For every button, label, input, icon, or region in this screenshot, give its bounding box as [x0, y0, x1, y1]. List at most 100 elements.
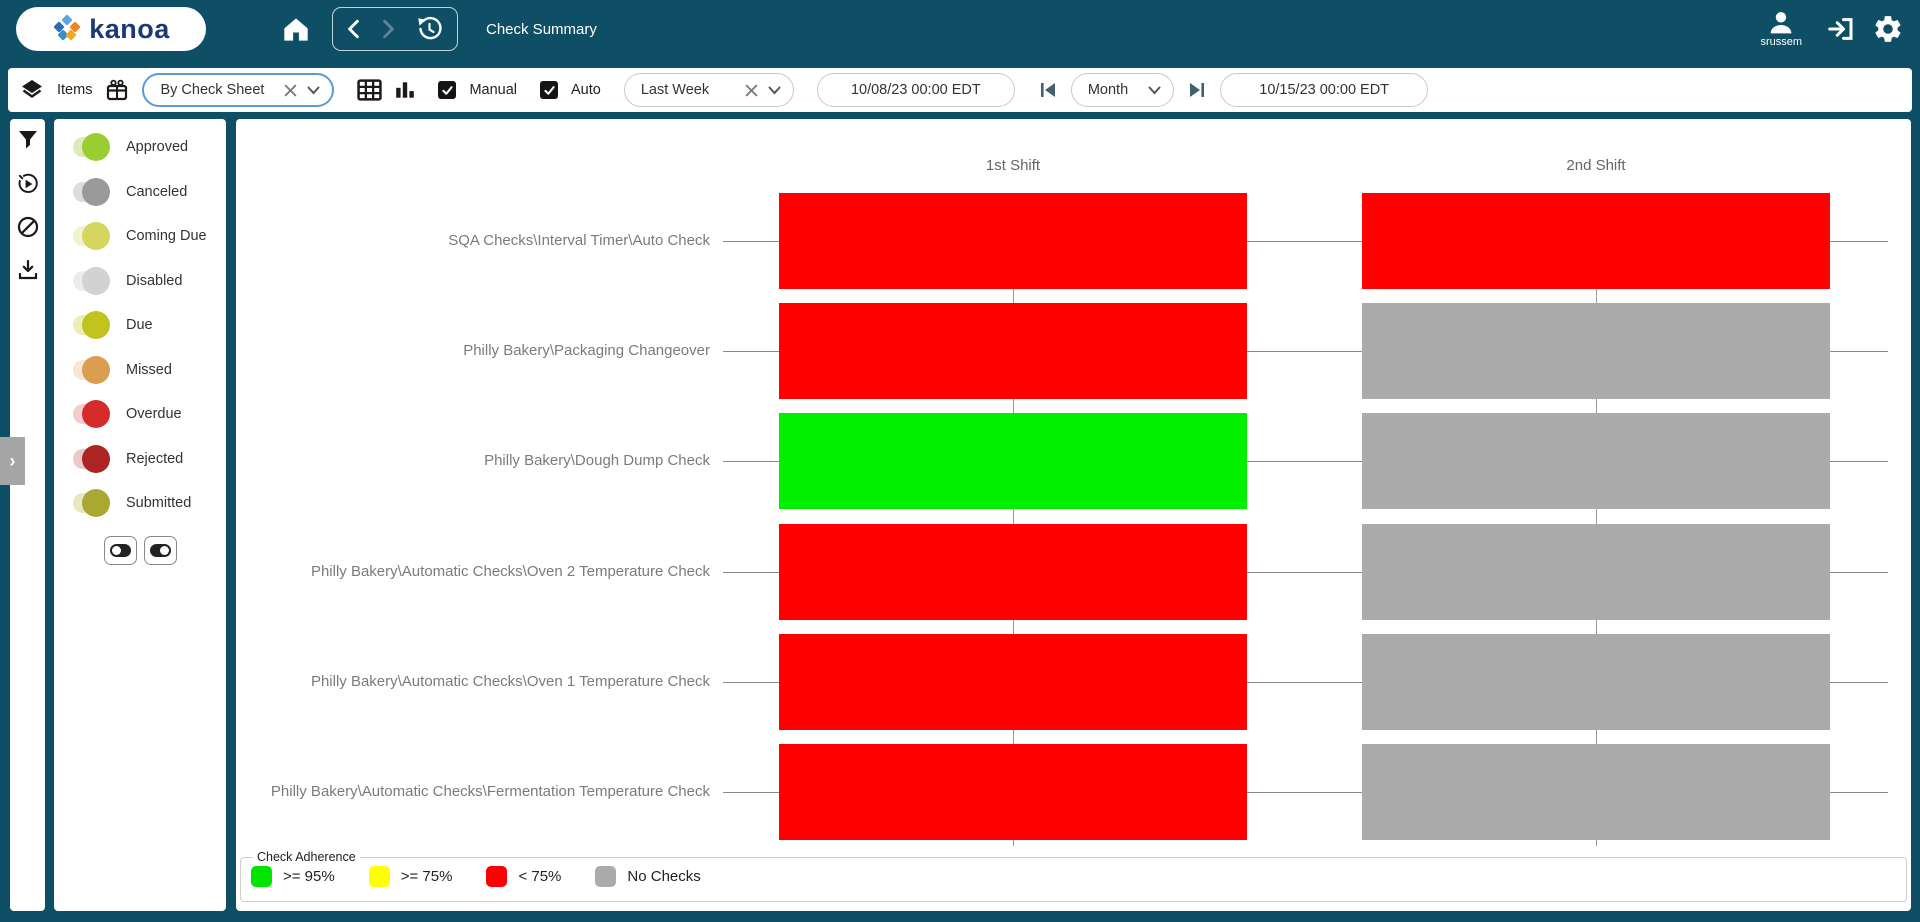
page-title: Check Summary	[486, 20, 597, 38]
start-date-button[interactable]: 10/08/23 00:00 EDT	[816, 73, 1015, 107]
row-label: Philly Bakery\Packaging Changeover	[463, 342, 710, 359]
auto-label: Auto	[571, 82, 601, 98]
adherence-legend-items: >= 95% >= 75% < 75% No Checks	[251, 866, 1896, 887]
row-label: Philly Bakery\Automatic Checks\Fermentat…	[270, 783, 710, 800]
adherence-label: >= 75%	[400, 868, 453, 885]
toggle-all-on-button[interactable]	[144, 535, 177, 565]
adherence-bar[interactable]	[779, 303, 1247, 399]
switch-knob	[82, 489, 110, 518]
run-schedule-icon[interactable]	[16, 172, 39, 195]
adherence-bar[interactable]	[1362, 193, 1830, 289]
adherence-bar[interactable]	[779, 524, 1247, 620]
expand-panel-handle[interactable]: ›	[0, 437, 25, 485]
clear-icon[interactable]	[745, 84, 758, 97]
adherence-bar[interactable]	[1362, 524, 1830, 620]
status-toggle-switch[interactable]	[73, 266, 110, 295]
end-date-button[interactable]: 10/15/23 00:00 EDT	[1220, 73, 1429, 107]
adherence-legend: Check Adherence >= 95% >= 75% < 75% No Chec…	[240, 850, 1907, 902]
status-toggle-row: Rejected	[54, 437, 226, 482]
manual-label: Manual	[469, 82, 517, 98]
row-label: Philly Bakery\Automatic Checks\Oven 1 Te…	[310, 673, 710, 690]
menu-icon[interactable]	[232, 18, 266, 40]
status-toggle-row: Coming Due	[54, 214, 226, 259]
filter-icon[interactable]	[17, 129, 39, 151]
status-toggle-switch[interactable]	[73, 489, 110, 518]
item-picker-icon[interactable]	[105, 78, 129, 102]
row-label: SQA Checks\Interval Timer\Auto Check	[448, 232, 710, 249]
adherence-label: < 75%	[518, 868, 562, 885]
bar-chart-view-icon[interactable]	[395, 79, 415, 101]
status-toggle-switch[interactable]	[73, 133, 110, 162]
adherence-legend-item: < 75%	[486, 866, 561, 887]
row-axis-line	[723, 792, 1888, 793]
adherence-label: >= 95%	[283, 868, 335, 885]
sheet-select[interactable]: By Check Sheet	[142, 73, 335, 107]
toggle-all-row	[104, 535, 226, 565]
download-icon[interactable]	[17, 259, 39, 281]
grid-view-icon[interactable]	[357, 79, 383, 101]
kanoa-logo[interactable]: kanoa	[16, 7, 206, 51]
manual-checkbox[interactable]	[438, 81, 457, 99]
range-select[interactable]: Last Week	[623, 73, 794, 107]
status-toggle-row: Due	[54, 303, 226, 348]
status-toggle-row: Canceled	[54, 170, 226, 215]
user-icon	[1770, 11, 1792, 33]
filter-toolbar: Items By Check Sheet	[8, 68, 1912, 112]
status-toggle-switch[interactable]	[73, 400, 110, 429]
adherence-bar[interactable]	[1362, 303, 1830, 399]
row-label: Philly Bakery\Dough Dump Check	[484, 452, 710, 469]
switch-knob	[82, 177, 110, 206]
auto-checkbox[interactable]	[540, 81, 558, 99]
switch-knob	[82, 355, 110, 384]
interval-select[interactable]: Month	[1070, 73, 1175, 107]
history-icon[interactable]	[415, 15, 443, 43]
status-toggle-switch[interactable]	[73, 444, 110, 473]
history-nav-group	[332, 7, 458, 51]
adherence-bar[interactable]	[1362, 634, 1830, 730]
chevron-down-icon[interactable]	[307, 86, 320, 95]
adherence-bar[interactable]	[779, 413, 1247, 509]
user-button[interactable]: srussem	[1760, 11, 1802, 48]
status-toggle-switch[interactable]	[73, 177, 110, 206]
block-icon[interactable]	[17, 216, 39, 238]
items-label: Items	[57, 82, 93, 98]
clear-icon[interactable]	[284, 84, 297, 97]
adherence-swatch	[486, 866, 508, 887]
skip-next-icon[interactable]	[1187, 80, 1207, 100]
chevron-down-icon[interactable]	[768, 86, 781, 95]
check-summary-chart: 1st Shift 2nd Shift SQA Checks\Interval Ti…	[236, 119, 1911, 911]
switch-knob	[82, 222, 110, 251]
status-toggle-label: Approved	[126, 139, 189, 156]
chevron-down-icon[interactable]	[1148, 86, 1161, 95]
row-axis-line	[723, 572, 1888, 573]
login-icon[interactable]	[1826, 14, 1856, 44]
adherence-legend-item: No Checks	[595, 866, 701, 887]
adherence-legend-title: Check Adherence	[257, 850, 356, 864]
back-icon[interactable]	[347, 19, 361, 39]
settings-gear-icon[interactable]	[1872, 13, 1904, 45]
layers-icon	[22, 80, 42, 98]
status-toggle-label: Disabled	[126, 272, 183, 289]
status-toggle-switch[interactable]	[73, 355, 110, 384]
status-toggle-switch[interactable]	[73, 311, 110, 340]
adherence-bar[interactable]	[1362, 413, 1830, 509]
toggle-off-icon	[110, 543, 131, 557]
status-toggle-label: Rejected	[126, 450, 184, 467]
interval-select-value: Month	[1087, 82, 1129, 98]
adherence-bar[interactable]	[779, 634, 1247, 730]
status-toggle-switch[interactable]	[73, 222, 110, 251]
adherence-bar[interactable]	[779, 744, 1247, 840]
adherence-swatch	[368, 866, 390, 887]
home-icon[interactable]	[282, 16, 310, 42]
adherence-bar[interactable]	[779, 193, 1247, 289]
toggle-all-off-button[interactable]	[104, 535, 137, 565]
status-toggle-label: Submitted	[126, 495, 192, 512]
status-toggle-list: Approved Canceled Coming Due Disabled Due Mis…	[54, 125, 226, 526]
row-axis-line	[723, 461, 1888, 462]
adherence-bar[interactable]	[1362, 744, 1830, 840]
skip-previous-icon[interactable]	[1038, 80, 1058, 100]
adherence-legend-item: >= 75%	[368, 866, 453, 887]
status-toggle-row: Overdue	[54, 392, 226, 437]
forward-icon[interactable]	[381, 19, 395, 39]
